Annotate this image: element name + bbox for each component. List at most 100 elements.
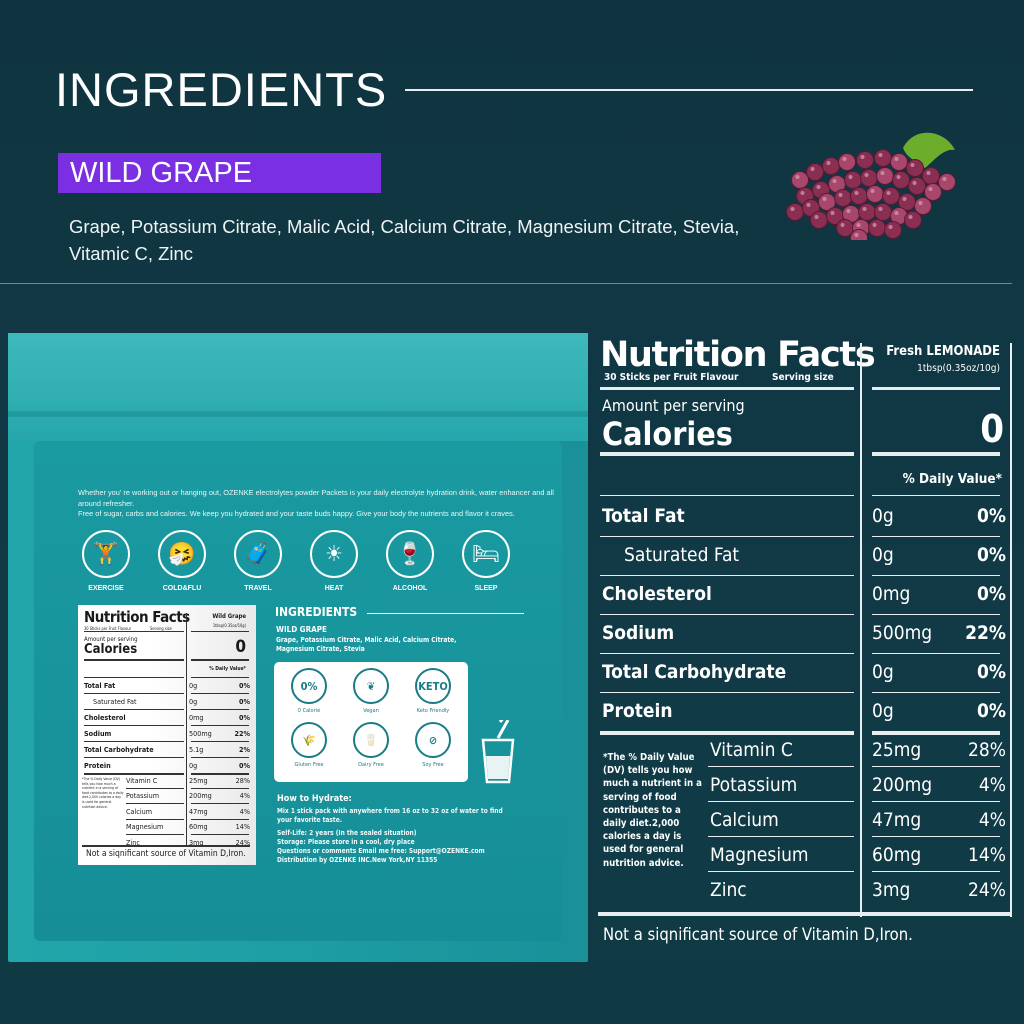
serving-size-label: Serving size [150, 626, 172, 631]
description-line: Free of sugar, carbs and calories. We ke… [78, 509, 515, 518]
mineral-name: Vitamin C [710, 739, 793, 761]
rule [872, 536, 1000, 537]
rule [600, 575, 854, 576]
badge-label: Gluten Free [294, 762, 324, 768]
rule [600, 387, 854, 390]
rule [191, 741, 249, 742]
nutrient-dv: 22% [965, 622, 1006, 644]
nutrition-title: Nutrition Facts [600, 335, 876, 375]
diet-badge: 0% 0 Calorie [278, 668, 340, 722]
exercise-icon: 🏋 [82, 530, 130, 578]
calories-label: Calories [602, 415, 733, 453]
nutrient-row: Sodium 500mg 22% [602, 614, 1006, 652]
nutrient-row: Total Fat 0g 0% [602, 497, 1006, 535]
mineral-dv: 28% [235, 775, 250, 785]
nutrient-name: Saturated Fat [93, 696, 137, 706]
diet-badge: 🥛 Dairy Free [340, 722, 402, 776]
nutrient-dv: 22% [234, 728, 250, 738]
mineral-name: Zinc [126, 837, 140, 847]
use-case-item: 🛏 SLEEP [456, 530, 516, 592]
mineral-name: Calcium [126, 806, 153, 816]
mineral-amount: 47mg [189, 806, 208, 816]
rule [191, 677, 249, 678]
nutrient-row: Cholesterol 0mg 0% [602, 575, 1006, 613]
use-case-item: 🧳 TRAVEL [228, 530, 288, 592]
rule [191, 725, 249, 726]
nutrient-name: Sodium [84, 728, 112, 738]
servings-count: 30 Sticks per Fruit Flavour [604, 372, 739, 383]
nutrient-name: Total Carbohydrate [84, 744, 154, 754]
rule [84, 631, 184, 632]
diet-badge: ❦ Vegan [340, 668, 402, 722]
rule [872, 653, 1000, 654]
rule [84, 725, 184, 726]
daily-value-header: % Daily Value* [902, 471, 1002, 487]
badge-icon: ⊘ [415, 722, 451, 758]
badge-label: Soy Free [422, 762, 444, 768]
nutrient-dv: 0% [976, 544, 1006, 566]
mineral-dv: 14% [235, 822, 250, 831]
travel-icon: 🧳 [234, 530, 282, 578]
mineral-name: Potassium [126, 791, 160, 800]
diet-badge: ⊘ Soy Free [402, 722, 464, 776]
cold-flu-icon: 🤧 [158, 530, 206, 578]
page-title: INGREDIENTS [55, 63, 388, 116]
amount-per-serving: Amount per serving [602, 396, 745, 415]
calories-value: 0 [980, 407, 1004, 451]
info-line: Storage: Please store in a cool, dry pla… [277, 838, 415, 846]
mineral-row: Vitamin C 25mg 28% [84, 772, 250, 788]
badge-icon: 🌾 [291, 722, 327, 758]
rule [191, 773, 249, 775]
nutrient-dv: 2% [239, 744, 250, 754]
rule [191, 803, 249, 804]
badge-label: Keto Friendly [416, 708, 450, 714]
nutrient-row: Protein 0g 0% [84, 757, 250, 773]
rule [191, 818, 249, 820]
diet-badges: 0% 0 Calorie ❦ Vegan KETO Keto Friendly 🌾 Glute… [274, 662, 468, 782]
mineral-row: Potassium 200mg 4% [84, 788, 250, 804]
rule [600, 536, 854, 537]
calories-label: Calories [84, 642, 138, 657]
badge-label: Vegan [363, 708, 379, 714]
use-cases: 🏋 EXERCISE 🤧 COLD&FLU 🧳 TRAVEL ☀ HEAT 🍷 ALCOHOL 🛏 S… [76, 530, 516, 592]
source-note: Not a siqnificant source of Vitamin D,Ir… [603, 925, 913, 944]
section-divider [0, 283, 1012, 284]
rule [872, 801, 1000, 802]
rule [872, 692, 1000, 693]
mineral-dv: 24% [968, 879, 1006, 901]
nutrient-name: Cholesterol [602, 583, 712, 605]
mineral-row: Magnesium 60mg 14% [602, 836, 1006, 874]
rule [598, 912, 1012, 916]
mineral-amount: 60mg [189, 822, 208, 831]
use-case-label: HEAT [324, 585, 344, 592]
nutrient-amount: 0g [189, 760, 198, 770]
flavor-name: Wild Grape [212, 613, 246, 620]
info-line: Self-Life: 2 years (In the sealed situat… [277, 829, 417, 837]
nutrient-name: Total Fat [84, 680, 116, 690]
rule [126, 803, 184, 804]
nutrient-row: Cholesterol 0mg 0% [84, 709, 250, 725]
dv-footnote: *The % Daily Value (DV) tells you how mu… [603, 752, 702, 869]
rule [600, 495, 854, 496]
rule [191, 787, 249, 789]
rule [600, 731, 854, 735]
nutrient-amount: 0mg [189, 712, 204, 722]
use-case-label: SLEEP [474, 585, 498, 592]
mineral-amount: 47mg [872, 809, 922, 831]
rule [708, 836, 854, 837]
use-case-label: COLD&FLU [162, 585, 202, 592]
badge-label: 0 Calorie [297, 708, 321, 714]
rule [872, 452, 1000, 456]
nutrient-dv: 0% [239, 696, 250, 706]
mineral-name: Magnesium [126, 822, 164, 831]
rule [191, 693, 249, 694]
nutrient-name: Cholesterol [84, 712, 126, 722]
rule [600, 692, 854, 693]
glass-icon [481, 720, 515, 784]
amount-per-serving: Amount per serving [84, 636, 138, 643]
rule [191, 709, 249, 710]
use-case-item: 🍷 ALCOHOL [380, 530, 440, 592]
info-line: Distribution by OZENKE INC.New York,NY 1… [277, 856, 438, 864]
rule [872, 766, 1000, 767]
daily-value-header: % Daily Value* [209, 666, 246, 672]
